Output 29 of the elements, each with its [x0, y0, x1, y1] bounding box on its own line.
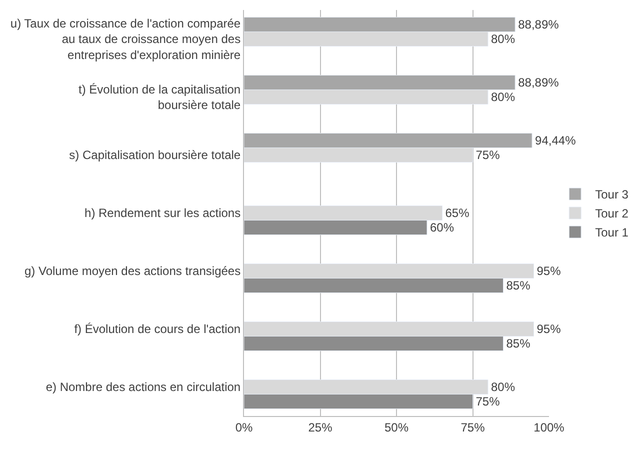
- data-label: 85%: [506, 278, 531, 292]
- y-tick-label: e) Nombre des actions en circulation: [46, 380, 241, 394]
- y-tick-label: s) Capitalisation boursière totale: [69, 148, 241, 162]
- data-label: 88,89%: [518, 18, 560, 32]
- x-tick-label: 50%: [384, 420, 409, 434]
- data-label: 60%: [430, 220, 454, 234]
- x-tick-label: 100%: [534, 420, 565, 434]
- data-label: 94,44%: [535, 134, 576, 148]
- data-label: 95%: [536, 322, 562, 336]
- data-label: 75%: [476, 148, 500, 162]
- y-tick-label: h) Rendement sur les actions: [84, 206, 241, 220]
- x-tick-label: 25%: [308, 420, 333, 434]
- data-label: 80%: [491, 32, 516, 46]
- y-tick-label: g) Volume moyen des actions transigées: [24, 264, 241, 278]
- y-tick-label: f) Évolution de cours de l'action: [74, 322, 241, 336]
- data-label: 65%: [445, 206, 470, 220]
- x-tick-label: 75%: [460, 420, 486, 434]
- y-tick-label: t) Évolution de la capitalisation boursière totale: [78, 82, 241, 112]
- legend-label: Tour 3: [595, 188, 629, 202]
- y-tick-label: u) Taux de croissance de l'action comparée au taux de croissance moyen des entreprises d'exploration minière: [10, 16, 241, 62]
- data-label: 95%: [536, 264, 562, 278]
- data-label: 80%: [491, 380, 516, 394]
- data-label: 75%: [476, 394, 500, 408]
- legend-label: Tour 1: [595, 226, 629, 240]
- x-tick-label: 0%: [235, 420, 253, 434]
- legend-label: Tour 2: [595, 206, 629, 221]
- data-label: 88,89%: [518, 76, 560, 90]
- data-label: 80%: [491, 90, 516, 104]
- data-label: 85%: [506, 336, 531, 350]
